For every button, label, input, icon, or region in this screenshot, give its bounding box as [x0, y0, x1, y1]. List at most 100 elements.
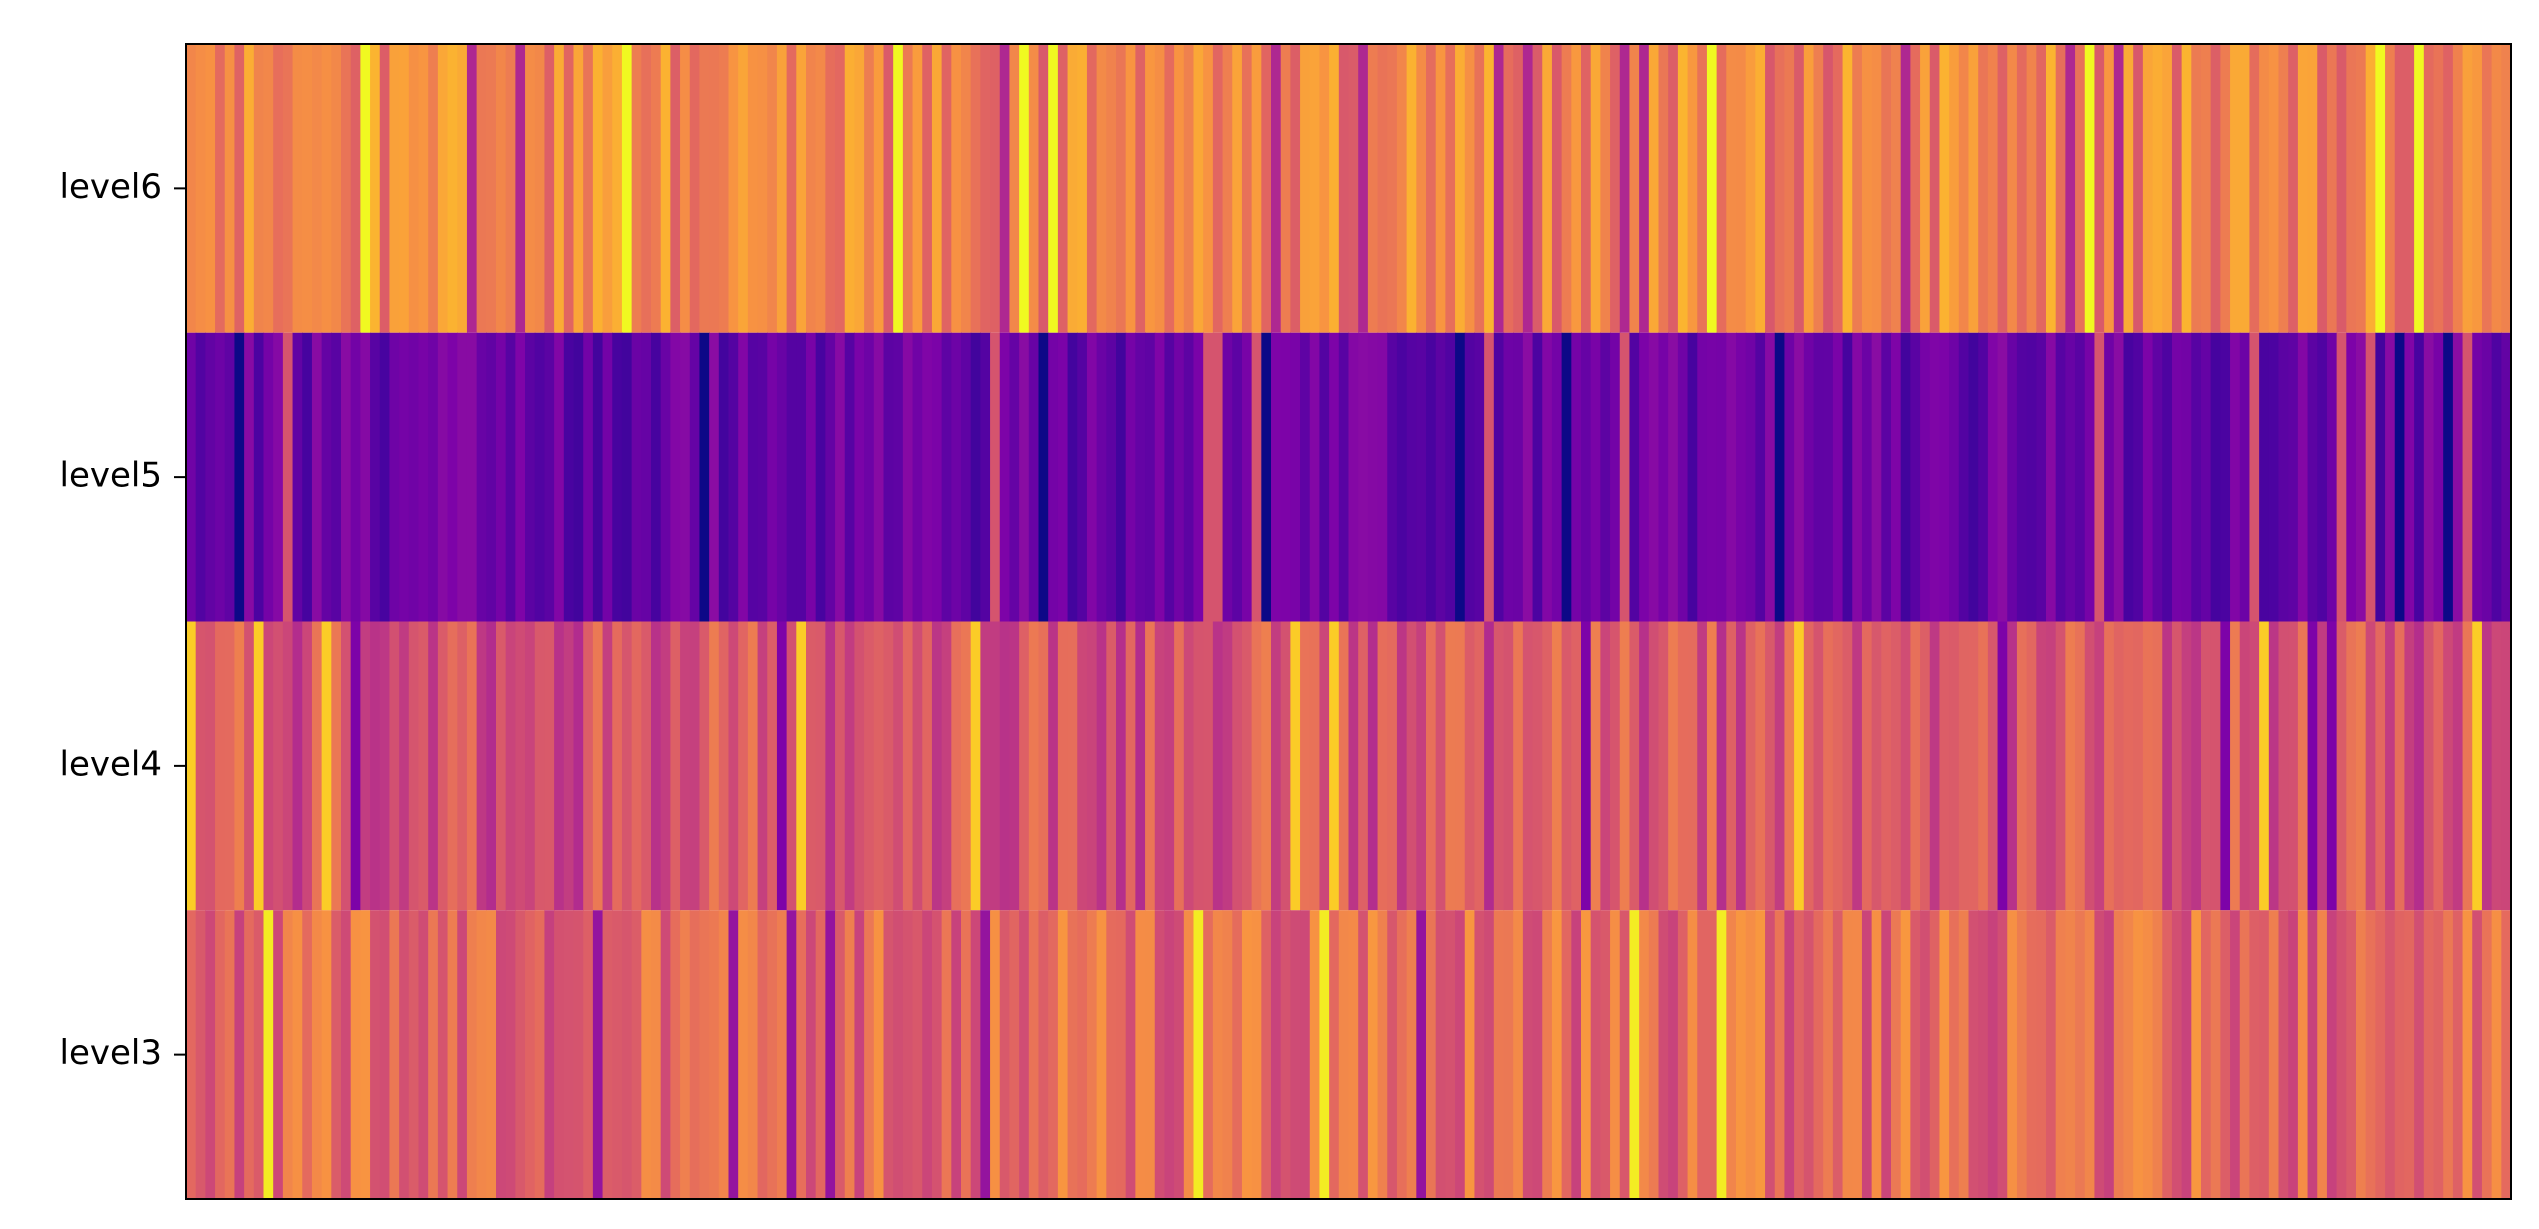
heatmap-cell — [263, 621, 274, 911]
heatmap-cell — [263, 910, 274, 1199]
heatmap-cell — [1522, 621, 1534, 911]
heatmap-cell — [1358, 44, 1369, 333]
heatmap-cell — [273, 44, 284, 333]
heatmap-cell — [447, 44, 458, 333]
heatmap-cell — [1377, 621, 1388, 911]
heatmap-cell — [1551, 44, 1563, 333]
heatmap-cell — [1019, 621, 1030, 911]
heatmap-cell — [1319, 332, 1330, 622]
heatmap-cell — [2356, 44, 2367, 333]
heatmap-cell — [2104, 621, 2115, 911]
heatmap-cell — [534, 621, 546, 911]
heatmap-cell — [1145, 44, 1156, 333]
heatmap-cell — [2113, 332, 2125, 622]
heatmap-cell — [1048, 621, 1059, 911]
heatmap-cell — [1455, 44, 1466, 333]
heatmap-cell — [902, 621, 914, 911]
heatmap-cell — [902, 910, 914, 1199]
heatmap-cell — [2162, 910, 2173, 1199]
heatmap-cell — [418, 910, 429, 1199]
heatmap-cell — [2162, 44, 2173, 333]
heatmap-cell — [990, 910, 1001, 1199]
heatmap-cell — [253, 44, 265, 333]
heatmap-cell — [1600, 910, 1611, 1199]
heatmap-cell — [486, 332, 497, 622]
heatmap-cell — [806, 910, 817, 1199]
heatmap-cell — [1522, 332, 1534, 622]
heatmap-cell — [2036, 44, 2047, 333]
heatmap-cell — [854, 332, 865, 622]
heatmap-cell — [2191, 910, 2202, 1199]
heatmap-cell — [2501, 332, 2512, 622]
heatmap-cell — [341, 910, 352, 1199]
heatmap-cell — [1687, 332, 1698, 622]
heatmap-cell — [902, 44, 914, 333]
heatmap-cell — [428, 910, 439, 1199]
heatmap-cell — [709, 910, 720, 1199]
heatmap-cell — [1222, 910, 1233, 1199]
heatmap-cell — [1416, 621, 1427, 911]
heatmap-cell — [2375, 910, 2386, 1199]
heatmap-cell — [292, 621, 303, 911]
heatmap-cell — [2152, 44, 2163, 333]
heatmap-cell — [1067, 44, 1078, 333]
heatmap-cell — [2268, 621, 2280, 911]
heatmap-cell — [1300, 910, 1311, 1199]
heatmap-cell — [980, 44, 991, 333]
heatmap-cell — [1338, 910, 1350, 1199]
heatmap-cell — [999, 621, 1011, 911]
heatmap-cell — [1726, 621, 1737, 911]
heatmap-cell — [1300, 621, 1311, 911]
heatmap-cell — [1716, 621, 1727, 911]
heatmap-cell — [1900, 44, 1911, 333]
heatmap-cell — [680, 910, 691, 1199]
heatmap-cell — [2423, 44, 2435, 333]
heatmap-cell — [341, 621, 352, 911]
heatmap-cell — [1503, 44, 1514, 333]
heatmap-cell — [2239, 910, 2251, 1199]
heatmap-cell — [360, 910, 371, 1199]
heatmap-cell — [466, 44, 478, 333]
heatmap-cell — [1949, 910, 1960, 1199]
heatmap-cell — [2423, 621, 2435, 911]
heatmap-cell — [1997, 332, 2008, 622]
heatmap-cell — [1455, 332, 1466, 622]
heatmap-cell — [2162, 332, 2173, 622]
heatmap-cell — [1658, 910, 1669, 1199]
heatmap-cell — [1590, 44, 1601, 333]
heatmap-cell — [970, 44, 981, 333]
heatmap-cell — [1009, 44, 1020, 333]
heatmap-cell — [1387, 332, 1398, 622]
heatmap-cell — [447, 621, 458, 911]
heatmap-cell — [341, 44, 352, 333]
heatmap-cell — [2462, 44, 2473, 333]
heatmap-cell — [1832, 621, 1844, 911]
heatmap-cell — [747, 332, 759, 622]
heatmap-cell — [2481, 44, 2493, 333]
heatmap-cell — [1271, 44, 1282, 333]
heatmap-cell — [1881, 44, 1892, 333]
heatmap-cell — [1367, 44, 1379, 333]
heatmap-cell — [476, 332, 487, 622]
heatmap-cell — [1038, 44, 1049, 333]
heatmap-cell — [980, 910, 991, 1199]
heatmap-cell — [505, 44, 516, 333]
heatmap-cell — [621, 44, 633, 333]
heatmap-cell — [1251, 332, 1262, 622]
heatmap-cell — [573, 44, 584, 333]
heatmap-cell — [1736, 44, 1747, 333]
heatmap-cell — [621, 621, 633, 911]
heatmap-cell — [1871, 44, 1882, 333]
heatmap-cell — [1571, 44, 1582, 333]
heatmap-cell — [670, 621, 681, 911]
heatmap-cell — [970, 910, 981, 1199]
heatmap-cell — [1774, 621, 1786, 911]
heatmap-cell — [1367, 332, 1379, 622]
heatmap-cell — [2288, 910, 2299, 1199]
heatmap-cell — [1629, 621, 1640, 911]
heatmap-cell — [1619, 910, 1631, 1199]
heatmap-cell — [689, 332, 701, 622]
heatmap-cell — [1852, 332, 1863, 622]
heatmap-cell — [931, 44, 943, 333]
heatmap-cell — [1697, 621, 1708, 911]
